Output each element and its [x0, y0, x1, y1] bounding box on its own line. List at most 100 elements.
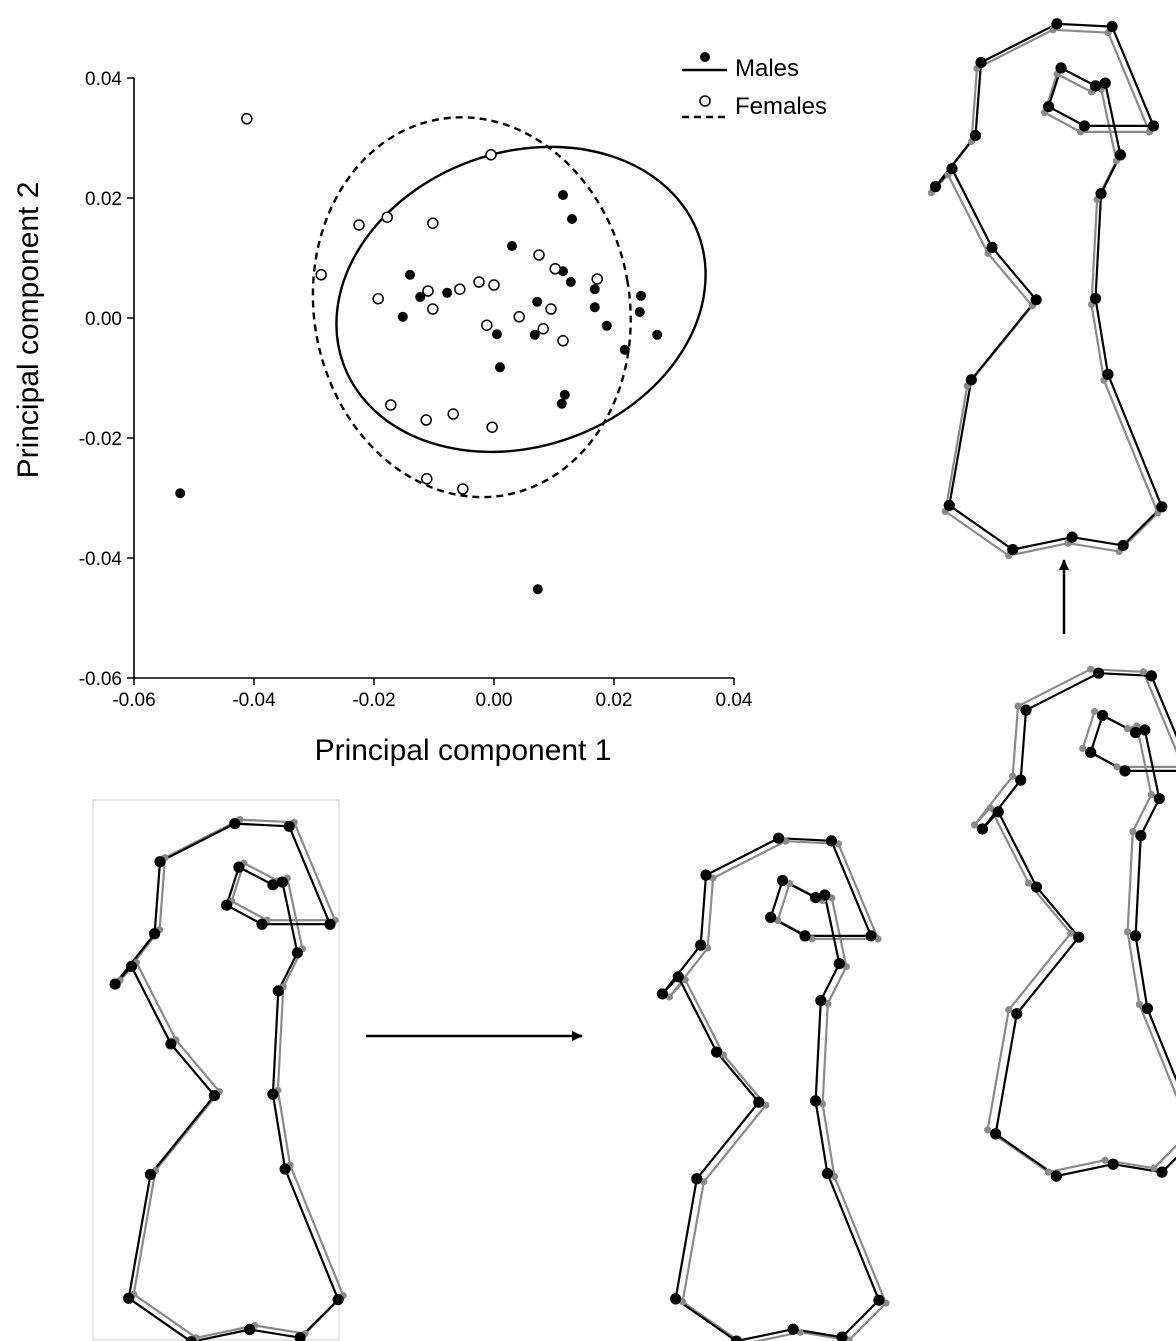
- target-landmark: [1139, 724, 1151, 736]
- target-landmark: [1135, 829, 1147, 842]
- target-landmark: [873, 1294, 885, 1306]
- target-landmark: [244, 1323, 256, 1336]
- target-landmark: [710, 1046, 723, 1058]
- target-landmark: [670, 1293, 682, 1305]
- target-landmark: [815, 994, 827, 1007]
- target-landmark: [272, 985, 284, 997]
- reference-landmark: [984, 1126, 992, 1134]
- y-axis-title: Principal component 2: [12, 182, 45, 479]
- target-landmark: [965, 374, 977, 386]
- target-landmark: [776, 874, 789, 887]
- male-point: [559, 389, 570, 400]
- target-landmark: [1156, 1166, 1168, 1178]
- female-point: [420, 414, 432, 426]
- male-point: [175, 488, 186, 499]
- target-landmark: [256, 918, 268, 930]
- male-point: [619, 344, 630, 355]
- reference-landmark: [1113, 763, 1121, 771]
- male-point: [567, 213, 578, 224]
- target-landmark: [969, 129, 982, 142]
- x-axis-title: Principal component 1: [315, 734, 612, 767]
- target-landmark: [1085, 746, 1097, 759]
- x-tick-labels: -0.06 -0.04 -0.02 0.00 0.02 0.04: [112, 678, 753, 711]
- male-point: [636, 290, 647, 301]
- target-landmark: [279, 1163, 291, 1175]
- y-tick-label: 0.02: [85, 189, 122, 210]
- target-landmark: [185, 1336, 197, 1341]
- target-landmark: [332, 1294, 344, 1306]
- target-landmark: [787, 1323, 799, 1335]
- target-landmark: [1015, 774, 1027, 786]
- female-point: [372, 293, 384, 305]
- y-tick-label: -0.02: [79, 429, 122, 450]
- male-point: [601, 320, 612, 331]
- male-point: [532, 296, 543, 307]
- y-tick-label: 0.00: [85, 309, 122, 330]
- target-landmark: [1147, 120, 1160, 132]
- female-point: [353, 219, 365, 231]
- target-landmark: [1153, 793, 1165, 805]
- target-landmark: [1156, 501, 1168, 513]
- x-tick-label: 0.02: [596, 690, 633, 711]
- female-point: [447, 408, 459, 420]
- male-point: [589, 302, 600, 313]
- target-landmark: [144, 1168, 157, 1181]
- target-landmark: [154, 856, 166, 868]
- reference-landmark: [1009, 772, 1017, 780]
- x-tick-label: -0.02: [352, 690, 395, 711]
- females-ellipse: [311, 116, 632, 499]
- reference-landmark: [1067, 929, 1075, 937]
- reference-landmark: [1090, 707, 1099, 716]
- reference-landmark: [1044, 1168, 1052, 1176]
- target-landmark: [1106, 20, 1118, 33]
- y-tick-label: -0.06: [79, 669, 122, 690]
- legend-males-marker: [700, 52, 710, 62]
- target-landmark: [221, 899, 233, 911]
- reference-landmark: [1014, 702, 1022, 710]
- target-landmark: [1078, 120, 1091, 132]
- target-landmark: [267, 1088, 279, 1100]
- target-landmark: [283, 820, 295, 832]
- female-point: [381, 211, 393, 223]
- target-landmark: [291, 947, 303, 959]
- female-point: [473, 276, 485, 288]
- y-tick-labels: -0.06 -0.04 -0.02 0.00 0.02 0.04: [79, 69, 134, 690]
- male-point: [491, 329, 502, 340]
- target-landmark: [1011, 1008, 1023, 1020]
- target-landmark: [865, 930, 877, 942]
- scatter-plot: -0.06 -0.04 -0.02 0.00 0.02 0.04 -0.06-0.04-0…: [12, 52, 827, 767]
- x-tick-label: 0.04: [716, 690, 753, 711]
- target-landmark: [233, 861, 245, 873]
- reference-landmark: [1101, 1156, 1109, 1164]
- target-landmark: [1020, 704, 1032, 716]
- shape-frame: [92, 799, 340, 1341]
- target-landmark: [1102, 368, 1114, 380]
- target-landmark: [809, 892, 822, 904]
- male-point: [415, 291, 426, 302]
- female-point: [427, 217, 439, 229]
- x-tick-label: 0.00: [476, 690, 513, 711]
- target-landmark: [1043, 101, 1055, 113]
- males-ellipse: [335, 145, 707, 454]
- target-landmark: [1055, 62, 1067, 74]
- target-landmark: [836, 1331, 848, 1341]
- female-point: [486, 421, 498, 433]
- target-landmark: [1030, 881, 1043, 893]
- reference-landmark: [1123, 928, 1132, 936]
- target-landmark: [1050, 1170, 1062, 1182]
- target-landmark: [730, 1335, 742, 1341]
- male-point: [494, 362, 505, 373]
- female-point: [385, 399, 397, 411]
- target-landmark: [825, 835, 838, 847]
- target-landmark: [1089, 292, 1102, 305]
- reference-landmark: [1135, 1000, 1144, 1009]
- target-landmark: [946, 163, 958, 175]
- target-landmark: [990, 1128, 1002, 1140]
- target-landmark: [943, 499, 955, 512]
- shape-top-right: [927, 18, 1168, 560]
- confidence-ellipses: [311, 116, 707, 499]
- target-landmark: [799, 930, 811, 942]
- target-landmark: [1007, 543, 1019, 556]
- target-landmark: [1129, 930, 1142, 942]
